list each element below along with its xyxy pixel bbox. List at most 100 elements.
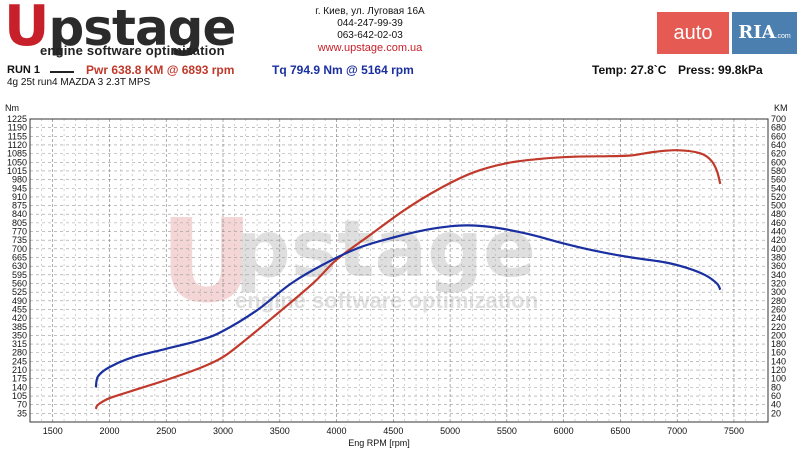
y-right-tick-label: 480 bbox=[771, 209, 786, 219]
x-tick-label: 3500 bbox=[270, 426, 290, 436]
torque-curve-line bbox=[94, 224, 722, 388]
y-left-tick-label: 315 bbox=[12, 339, 27, 349]
y-left-tick-label: 280 bbox=[12, 348, 27, 358]
logo-tagline: engine software optimization bbox=[40, 43, 225, 58]
y-left-tick-label: 1190 bbox=[8, 123, 27, 133]
y-right-tick-label: 220 bbox=[771, 322, 786, 332]
y-left-tick-label: 1015 bbox=[7, 166, 27, 176]
y-right-tick-label: 420 bbox=[771, 235, 786, 245]
y-right-tick-label: 140 bbox=[771, 356, 786, 366]
pressure-readout: Press: 99.8kPa bbox=[678, 63, 763, 77]
y-right-tick-label: 60 bbox=[771, 391, 781, 401]
y-right-tick-label: 520 bbox=[771, 192, 786, 202]
y-left-tick-label: 735 bbox=[12, 235, 27, 245]
y-right-tick-label: 40 bbox=[771, 400, 781, 410]
watermark-letter: U bbox=[160, 195, 253, 329]
y-left-tick-label: 140 bbox=[12, 382, 27, 392]
y-left-tick-label: 420 bbox=[12, 313, 27, 323]
y-left-tick-label: 910 bbox=[12, 192, 27, 202]
y-right-tick-label: 600 bbox=[771, 157, 786, 167]
chart-axes: 35 20 70 40 105 60 140 80 175 100 210 120 245 140 280 1… bbox=[5, 103, 788, 448]
x-tick-label: 7000 bbox=[667, 426, 687, 436]
y-right-tick-label: 340 bbox=[771, 270, 786, 280]
vehicle-description: 4g 25t run4 MAZDA 3 2.3T MPS bbox=[7, 77, 151, 88]
x-tick-label: 3000 bbox=[213, 426, 233, 436]
y-right-tick-label: 360 bbox=[771, 261, 786, 271]
auto-ria-logo: auto RIA.com bbox=[657, 12, 797, 54]
y-left-tick-label: 980 bbox=[12, 175, 27, 185]
phone-1: 044-247-99-39 bbox=[337, 18, 403, 29]
y-left-tick-label: 595 bbox=[12, 270, 27, 280]
y-left-tick-label: 210 bbox=[12, 365, 27, 375]
y-right-tick-label: 100 bbox=[771, 374, 786, 384]
y-right-tick-label: 380 bbox=[771, 253, 786, 263]
x-tick-label: 2500 bbox=[156, 426, 176, 436]
y-right-tick-label: 300 bbox=[771, 287, 786, 297]
y-left-tick-label: 350 bbox=[12, 330, 27, 340]
y-right-tick-label: 560 bbox=[771, 175, 786, 185]
y-left-tick-label: 840 bbox=[12, 209, 27, 219]
y-left-tick-label: 945 bbox=[12, 183, 27, 193]
y-left-tick-label: 1050 bbox=[7, 157, 27, 167]
x-tick-label: 2000 bbox=[99, 426, 119, 436]
power-curve-line bbox=[94, 149, 722, 410]
y-right-tick-label: 160 bbox=[771, 348, 786, 358]
torque-readout: Tq 794.9 Nm @ 5164 rpm bbox=[272, 63, 414, 77]
y-right-tick-label: 440 bbox=[771, 227, 786, 237]
y-right-tick-label: 620 bbox=[771, 149, 786, 159]
y-right-tick-label: 240 bbox=[771, 313, 786, 323]
y-right-tick-label: 660 bbox=[771, 131, 786, 141]
y-right-tick-label: 500 bbox=[771, 201, 786, 211]
contact-block: г. Киев, ул. Луговая 16А 044-247-99-39 0… bbox=[270, 6, 470, 54]
website: www.upstage.com.ua bbox=[317, 42, 423, 54]
y-right-tick-label: 460 bbox=[771, 218, 786, 228]
y-left-tick-label: 1155 bbox=[8, 131, 27, 141]
y-left-tick-label: 175 bbox=[12, 374, 27, 384]
y-right-tick-label: 680 bbox=[771, 123, 786, 133]
y-left-tick-label: 490 bbox=[12, 296, 27, 306]
y-left-tick-label: 805 bbox=[12, 218, 27, 228]
y-left-tick-label: 70 bbox=[17, 400, 27, 410]
run-label: RUN 1 bbox=[7, 64, 41, 76]
y-right-tick-label: 700 bbox=[771, 114, 786, 124]
y-left-tick-label: 35 bbox=[17, 408, 27, 418]
y-left-tick-label: 560 bbox=[12, 278, 27, 288]
y-right-tick-label: 120 bbox=[771, 365, 786, 375]
y-right-tick-label: 280 bbox=[771, 296, 786, 306]
y-right-tick-label: 20 bbox=[771, 408, 781, 418]
watermark-word: pstage bbox=[235, 205, 536, 295]
auto-badge: auto bbox=[657, 12, 729, 54]
y-left-tick-label: 245 bbox=[12, 356, 27, 366]
chart-series bbox=[94, 149, 722, 410]
y-right-tick-label: 400 bbox=[771, 244, 786, 254]
temperature-readout: Temp: 27.8`C bbox=[592, 63, 667, 77]
y-left-tick-label: 1120 bbox=[8, 140, 27, 150]
y-right-tick-label: 80 bbox=[771, 382, 781, 392]
x-tick-label: 1500 bbox=[43, 426, 63, 436]
y-right-tick-label: 640 bbox=[771, 140, 786, 150]
y-right-tick-label: 200 bbox=[771, 330, 786, 340]
plot-frame bbox=[29, 118, 769, 423]
x-tick-label: 7500 bbox=[724, 426, 744, 436]
power-readout: Pwr 638.8 KM @ 6893 rpm bbox=[86, 63, 235, 77]
y-left-tick-label: 525 bbox=[12, 287, 27, 297]
phone-2: 063-642-02-03 bbox=[337, 30, 403, 41]
y-right-tick-label: 180 bbox=[771, 339, 786, 349]
y-left-tick-label: 105 bbox=[12, 391, 27, 401]
x-axis-label: Eng RPM [rpm] bbox=[348, 438, 410, 448]
y-right-axis-label: KM bbox=[774, 103, 788, 113]
x-tick-label: 5500 bbox=[497, 426, 517, 436]
legend-line-swatch bbox=[50, 71, 74, 73]
y-left-tick-label: 630 bbox=[12, 261, 27, 271]
y-right-tick-label: 540 bbox=[771, 183, 786, 193]
address: г. Киев, ул. Луговая 16А bbox=[315, 6, 425, 17]
x-tick-label: 6500 bbox=[610, 426, 630, 436]
y-left-tick-label: 700 bbox=[12, 244, 27, 254]
y-left-tick-label: 875 bbox=[12, 201, 27, 211]
x-tick-label: 4000 bbox=[327, 426, 347, 436]
y-right-tick-label: 580 bbox=[771, 166, 786, 176]
y-right-tick-label: 260 bbox=[771, 304, 786, 314]
y-left-tick-label: 665 bbox=[12, 253, 27, 263]
